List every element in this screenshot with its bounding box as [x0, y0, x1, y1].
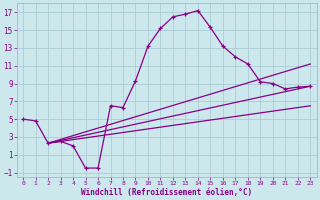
- X-axis label: Windchill (Refroidissement éolien,°C): Windchill (Refroidissement éolien,°C): [81, 188, 252, 197]
